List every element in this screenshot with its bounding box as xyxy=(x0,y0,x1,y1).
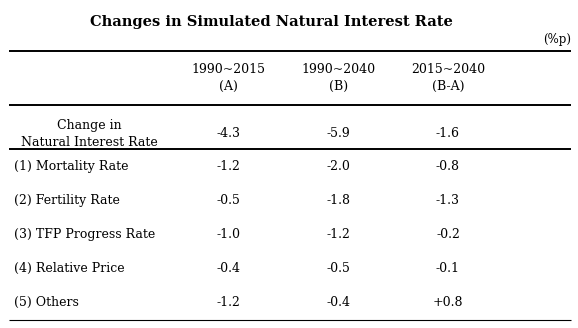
Text: 2015~2040
(B-A): 2015~2040 (B-A) xyxy=(411,63,485,93)
Text: (%p): (%p) xyxy=(543,33,571,46)
Text: -0.8: -0.8 xyxy=(436,160,460,173)
Text: +0.8: +0.8 xyxy=(433,296,463,309)
Text: -4.3: -4.3 xyxy=(216,127,240,140)
Text: 1990~2015
(A): 1990~2015 (A) xyxy=(191,63,265,93)
Text: (5) Others: (5) Others xyxy=(14,296,79,309)
Text: (4) Relative Price: (4) Relative Price xyxy=(14,262,125,275)
Text: -1.8: -1.8 xyxy=(326,194,350,207)
Text: (1) Mortality Rate: (1) Mortality Rate xyxy=(14,160,129,173)
Text: -1.3: -1.3 xyxy=(436,194,460,207)
Text: -1.6: -1.6 xyxy=(436,127,460,140)
Text: Change in
Natural Interest Rate: Change in Natural Interest Rate xyxy=(21,119,158,149)
Text: -1.2: -1.2 xyxy=(216,296,240,309)
Text: -2.0: -2.0 xyxy=(326,160,350,173)
Text: Changes in Simulated Natural Interest Rate: Changes in Simulated Natural Interest Ra… xyxy=(90,15,453,29)
Text: -0.4: -0.4 xyxy=(326,296,350,309)
Text: -1.2: -1.2 xyxy=(216,160,240,173)
Text: (2) Fertility Rate: (2) Fertility Rate xyxy=(14,194,120,207)
Text: -0.4: -0.4 xyxy=(216,262,240,275)
Text: (3) TFP Progress Rate: (3) TFP Progress Rate xyxy=(14,228,155,241)
Text: -1.2: -1.2 xyxy=(326,228,350,241)
Text: -0.1: -0.1 xyxy=(436,262,460,275)
Text: -0.5: -0.5 xyxy=(216,194,240,207)
Text: 1990~2040
(B): 1990~2040 (B) xyxy=(301,63,375,93)
Text: -0.5: -0.5 xyxy=(326,262,350,275)
Text: -0.2: -0.2 xyxy=(436,228,460,241)
Text: -1.0: -1.0 xyxy=(216,228,240,241)
Text: -5.9: -5.9 xyxy=(326,127,350,140)
